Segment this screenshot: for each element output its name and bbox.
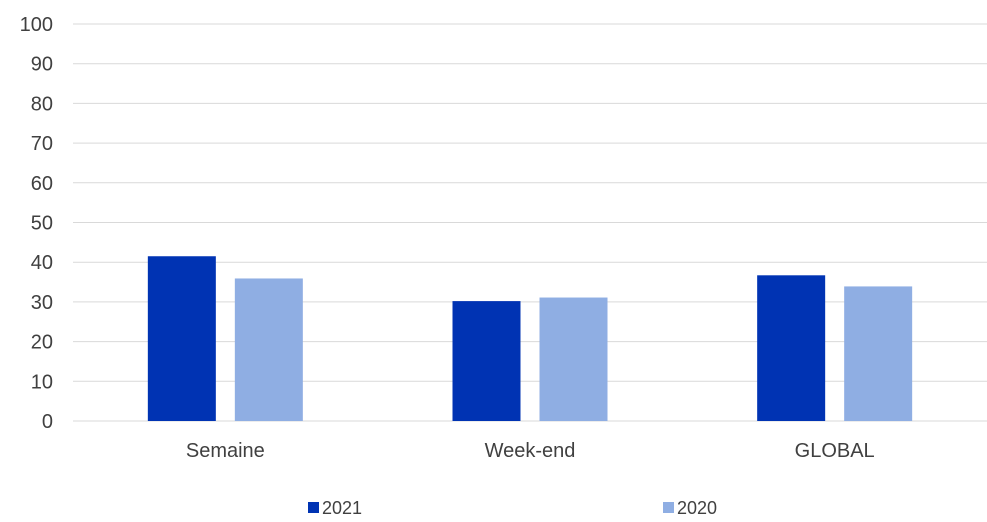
x-category-label: Week-end [485, 440, 576, 462]
legend-item: 2021 [308, 498, 362, 518]
y-axis-tick-labels: 0 10 20 30 40 50 60 70 80 90 100 [20, 14, 53, 433]
y-tick-label: 50 [31, 213, 53, 235]
legend-swatch [663, 502, 674, 513]
gridlines [73, 23, 987, 422]
bar-2020-week-end [539, 297, 608, 421]
bar-2021-semaine [147, 256, 216, 421]
legend: 2021 2020 [308, 498, 717, 518]
x-axis-category-labels: Semaine Week-end GLOBAL [186, 440, 875, 462]
bar-2021-week-end [452, 301, 521, 421]
legend-swatch [308, 502, 319, 513]
legend-item: 2020 [663, 498, 717, 518]
y-tick-label: 10 [31, 371, 53, 393]
x-category-label: GLOBAL [795, 440, 875, 462]
legend-label: 2021 [322, 498, 362, 517]
legend-label: 2020 [677, 498, 717, 517]
y-tick-label: 30 [31, 292, 53, 314]
bar-2020-global [844, 286, 913, 421]
bar-2020-semaine [234, 278, 303, 421]
y-tick-label: 20 [31, 332, 53, 354]
bars [147, 256, 913, 421]
y-tick-label: 0 [42, 411, 53, 433]
y-tick-label: 100 [20, 14, 53, 36]
y-tick-label: 40 [31, 252, 53, 274]
y-tick-label: 60 [31, 173, 53, 195]
bar-2021-global [757, 275, 826, 421]
x-category-label: Semaine [186, 440, 265, 462]
y-tick-label: 70 [31, 133, 53, 155]
y-tick-label: 90 [31, 54, 53, 76]
y-tick-label: 80 [31, 93, 53, 115]
